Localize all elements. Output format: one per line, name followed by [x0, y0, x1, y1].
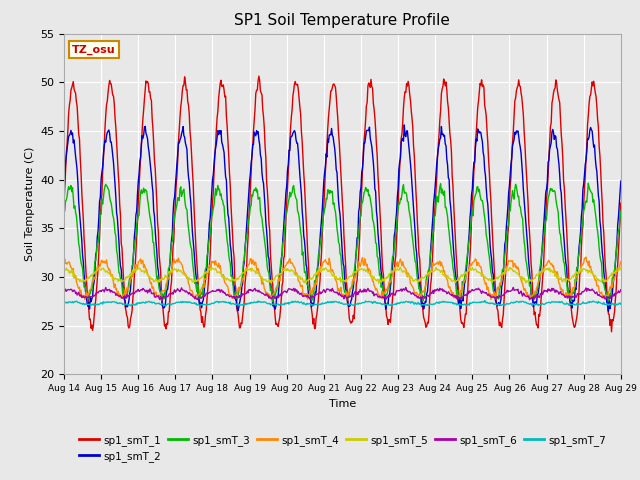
- sp1_smT_7: [617, 301, 625, 307]
- sp1_smT_6: [568, 295, 575, 300]
- sp1_smT_5: [206, 265, 214, 271]
- sp1_smT_4: [335, 286, 342, 291]
- sp1_smT_2: [444, 162, 451, 168]
- sp1_smT_3: [617, 208, 625, 214]
- sp1_smT_3: [182, 206, 190, 212]
- sp1_smT_6: [60, 288, 68, 294]
- sp1_smT_5: [389, 269, 397, 275]
- Line: sp1_smT_6: sp1_smT_6: [64, 288, 621, 300]
- sp1_smT_3: [389, 253, 397, 259]
- Line: sp1_smT_3: sp1_smT_3: [64, 183, 621, 302]
- sp1_smT_4: [566, 290, 574, 296]
- sp1_smT_5: [617, 265, 625, 271]
- sp1_smT_5: [397, 264, 404, 270]
- sp1_smT_3: [60, 209, 68, 215]
- sp1_smT_1: [608, 329, 616, 335]
- sp1_smT_1: [335, 130, 342, 136]
- Line: sp1_smT_2: sp1_smT_2: [64, 125, 621, 312]
- sp1_smT_5: [375, 280, 383, 286]
- Y-axis label: Soil Temperature (C): Soil Temperature (C): [24, 147, 35, 261]
- sp1_smT_4: [207, 264, 215, 270]
- sp1_smT_2: [401, 122, 408, 128]
- sp1_smT_2: [388, 268, 396, 274]
- sp1_smT_1: [60, 200, 68, 205]
- Text: TZ_osu: TZ_osu: [72, 44, 116, 55]
- sp1_smT_7: [444, 300, 451, 305]
- sp1_smT_4: [582, 254, 590, 260]
- sp1_smT_1: [617, 200, 625, 206]
- sp1_smT_5: [334, 276, 342, 282]
- sp1_smT_3: [584, 180, 592, 186]
- sp1_smT_7: [207, 301, 215, 307]
- sp1_smT_5: [182, 274, 190, 280]
- Title: SP1 Soil Temperature Profile: SP1 Soil Temperature Profile: [234, 13, 451, 28]
- sp1_smT_4: [183, 276, 191, 281]
- sp1_smT_2: [566, 302, 574, 308]
- sp1_smT_3: [566, 297, 574, 302]
- sp1_smT_5: [60, 269, 68, 275]
- sp1_smT_6: [525, 297, 533, 303]
- sp1_smT_4: [389, 273, 397, 278]
- sp1_smT_3: [269, 299, 276, 305]
- sp1_smT_7: [568, 301, 575, 307]
- sp1_smT_2: [617, 178, 625, 184]
- sp1_smT_4: [60, 258, 68, 264]
- sp1_smT_6: [388, 291, 396, 297]
- sp1_smT_3: [444, 214, 451, 219]
- sp1_smT_3: [206, 231, 214, 237]
- sp1_smT_2: [605, 309, 612, 314]
- sp1_smT_4: [81, 297, 89, 302]
- sp1_smT_1: [389, 294, 397, 300]
- sp1_smT_1: [206, 252, 214, 258]
- sp1_smT_2: [182, 143, 190, 149]
- sp1_smT_2: [334, 184, 342, 190]
- sp1_smT_7: [183, 300, 191, 306]
- sp1_smT_2: [206, 216, 214, 222]
- sp1_smT_6: [617, 287, 625, 293]
- Legend: sp1_smT_1, sp1_smT_2, sp1_smT_3, sp1_smT_4, sp1_smT_5, sp1_smT_6, sp1_smT_7: sp1_smT_1, sp1_smT_2, sp1_smT_3, sp1_smT…: [74, 431, 611, 466]
- sp1_smT_6: [206, 289, 214, 295]
- sp1_smT_5: [445, 274, 452, 280]
- sp1_smT_5: [568, 275, 575, 281]
- Line: sp1_smT_7: sp1_smT_7: [64, 300, 621, 306]
- sp1_smT_2: [60, 187, 68, 192]
- sp1_smT_1: [566, 298, 574, 303]
- sp1_smT_7: [127, 303, 135, 309]
- sp1_smT_4: [444, 278, 451, 284]
- sp1_smT_1: [182, 87, 190, 93]
- Line: sp1_smT_4: sp1_smT_4: [64, 257, 621, 300]
- sp1_smT_6: [443, 291, 451, 297]
- Line: sp1_smT_5: sp1_smT_5: [64, 267, 621, 283]
- sp1_smT_6: [334, 290, 342, 296]
- sp1_smT_7: [335, 300, 342, 306]
- sp1_smT_7: [60, 301, 68, 307]
- sp1_smT_7: [389, 302, 397, 308]
- sp1_smT_3: [335, 240, 342, 245]
- sp1_smT_1: [255, 73, 263, 79]
- sp1_smT_6: [509, 285, 517, 290]
- sp1_smT_6: [182, 288, 190, 294]
- Line: sp1_smT_1: sp1_smT_1: [64, 76, 621, 332]
- sp1_smT_7: [481, 298, 488, 303]
- sp1_smT_4: [617, 259, 625, 264]
- sp1_smT_1: [444, 99, 451, 105]
- X-axis label: Time: Time: [329, 399, 356, 408]
